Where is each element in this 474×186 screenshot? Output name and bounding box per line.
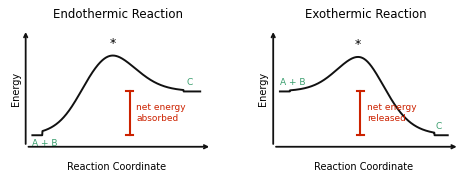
- Text: *: *: [355, 38, 361, 51]
- Text: net energy
released: net energy released: [367, 103, 417, 123]
- Text: *: *: [109, 37, 116, 50]
- Text: Energy: Energy: [258, 72, 268, 106]
- Text: C: C: [436, 122, 442, 131]
- Text: Reaction Coordinate: Reaction Coordinate: [314, 162, 413, 172]
- Text: net energy
absorbed: net energy absorbed: [137, 103, 186, 123]
- Text: Reaction Coordinate: Reaction Coordinate: [67, 162, 166, 172]
- Title: Endothermic Reaction: Endothermic Reaction: [53, 8, 183, 21]
- Text: C: C: [187, 78, 193, 87]
- Title: Exothermic Reaction: Exothermic Reaction: [305, 8, 426, 21]
- Text: A + B: A + B: [32, 139, 58, 148]
- Text: A + B: A + B: [280, 78, 305, 87]
- Text: Energy: Energy: [10, 72, 20, 106]
